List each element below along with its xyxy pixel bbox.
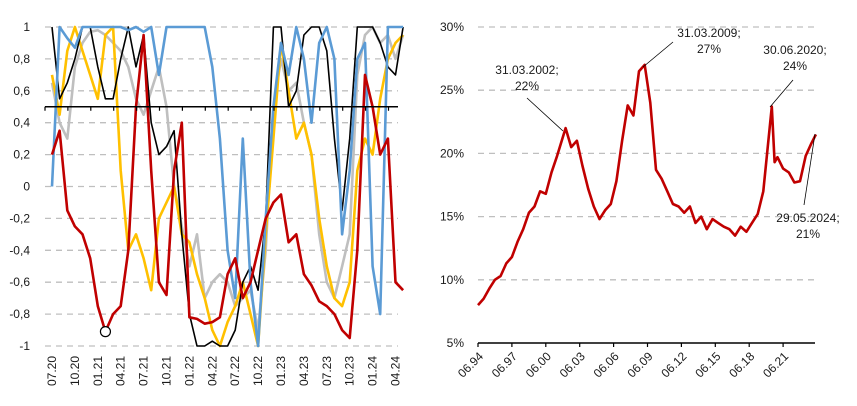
annotation-date: 30.06.2020;: [763, 43, 826, 57]
annotation-value: 27%: [697, 42, 721, 56]
series-red-line: [477, 63, 818, 306]
x-tick-label: 06.18: [726, 349, 757, 380]
y-tick-label: 30%: [440, 20, 464, 34]
right-x-axis: 06.94 06.97 06.00 06.03 06.06 06.09 06.12 06.15…: [455, 342, 815, 380]
annotation-date: 31.03.2002;: [495, 63, 558, 77]
x-tick-label: 04.23: [297, 356, 311, 386]
x-tick-label: 07.20: [45, 356, 59, 386]
annotation-value: 22%: [515, 79, 539, 93]
x-tick-label: 01.21: [91, 356, 105, 386]
min-circle-marker: [99, 326, 112, 338]
x-tick-label: 06.94: [455, 349, 486, 380]
x-tick-label: 07.23: [320, 356, 334, 386]
series-yellow-line: [50, 25, 405, 348]
y-tick-label: 5%: [447, 336, 465, 350]
series-red-line: [50, 33, 405, 340]
series-blue-line: [50, 25, 404, 348]
y-tick-label: -0,8: [9, 307, 30, 321]
y-tick-label: 10%: [440, 273, 464, 287]
annotation-leader-line: [526, 97, 564, 132]
right-gridlines: [478, 26, 815, 281]
x-tick-label: 10.21: [160, 356, 174, 386]
right-annotations: 31.03.2002; 22% 31.03.2009; 27% 30.06.2020; 2…: [495, 26, 839, 241]
x-tick-label: 06.97: [489, 349, 520, 380]
y-tick-label: -1: [19, 339, 30, 353]
y-tick-label: 25%: [440, 83, 464, 97]
x-tick-label: 06.06: [591, 349, 622, 380]
y-tick-label: 1: [23, 20, 30, 34]
x-tick-label: 10.20: [68, 356, 82, 386]
annotation-value: 24%: [783, 59, 807, 73]
x-tick-label: 06.09: [624, 349, 655, 380]
y-tick-label: -0,6: [9, 275, 30, 289]
annotation-value: 21%: [796, 227, 820, 241]
x-tick-label: 04.24: [389, 356, 403, 386]
left-reference-axis-0-5: [44, 105, 398, 111]
y-tick-label: 0,6: [13, 84, 30, 98]
annotation-date: 31.03.2009;: [677, 26, 740, 40]
right-series-line: [477, 63, 818, 306]
x-tick-label: 04.22: [205, 356, 219, 386]
x-tick-label: 01.24: [366, 356, 380, 386]
y-tick-label: 0,8: [13, 52, 30, 66]
x-tick-label: 10.23: [343, 356, 357, 386]
series-gray-line: [50, 25, 405, 332]
y-tick-label: 0,2: [13, 148, 30, 162]
y-tick-label: 0: [23, 180, 30, 194]
y-tick-label: 0,4: [13, 116, 30, 130]
ratio-chart: 5%10%15%20%25%30% 06.94 06.97 06.00 06.03 06…: [440, 20, 840, 380]
correlation-chart: 1 0,8 0,6 0,4 0,2 0 -0,2 -0,4 -0,6 -0,8 -1 07.20 10…: [9, 20, 405, 386]
left-series-lines: [50, 25, 405, 348]
x-tick-label: 06.03: [557, 349, 588, 380]
annotation-date: 29.05.2024;: [776, 211, 839, 225]
y-tick-label: 20%: [440, 146, 464, 160]
annotation-leader-line: [642, 41, 674, 68]
x-tick-label: 04.21: [114, 356, 128, 386]
x-tick-label: 06.15: [692, 349, 723, 380]
x-tick-label: 01.22: [182, 356, 196, 386]
series-black-line: [51, 26, 404, 347]
y-tick-label: -0,2: [9, 211, 30, 225]
x-tick-label: 10.22: [251, 356, 265, 386]
right-y-axis-labels: 5% 10% 15% 20% 25% 30%: [440, 20, 464, 350]
x-tick-label: 06.12: [658, 349, 689, 380]
x-tick-label: 07.22: [228, 356, 242, 386]
left-y-axis-labels: 1 0,8 0,6 0,4 0,2 0 -0,2 -0,4 -0,6 -0,8 -1: [9, 20, 30, 353]
annotation-leader-line: [803, 133, 816, 206]
left-x-axis-labels: 07.20 10.20 01.21 04.21 07.21 10.21 01.22 04.22…: [45, 356, 403, 386]
y-tick-label: 15%: [440, 210, 464, 224]
y-tick-label: -0,4: [9, 243, 30, 257]
x-tick-label: 06.00: [523, 349, 554, 380]
x-tick-label: 06.21: [760, 349, 791, 380]
x-tick-label: 07.21: [137, 356, 151, 386]
annotation-leader-line: [769, 79, 794, 108]
min-marker-circle: [99, 326, 112, 338]
x-tick-label: 01.23: [274, 356, 288, 386]
